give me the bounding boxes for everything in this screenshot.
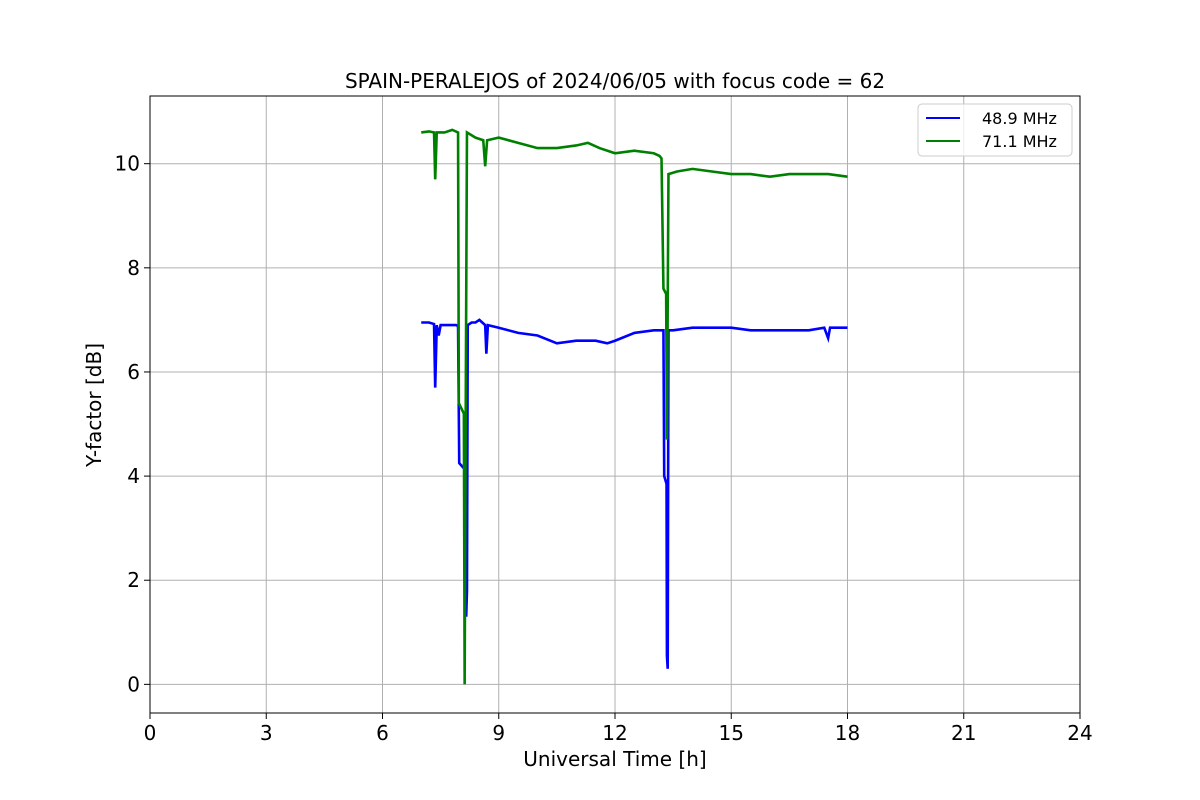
x-tick-label: 3 (260, 721, 273, 745)
x-tick-label: 12 (602, 721, 627, 745)
legend-label-48-9: 48.9 MHz (982, 109, 1057, 128)
x-tick-label: 24 (1067, 721, 1092, 745)
x-axis-label: Universal Time [h] (523, 747, 706, 771)
y-tick-label: 6 (127, 360, 140, 384)
plot-area (421, 128, 848, 685)
series-line-71-1-mhz (421, 128, 848, 685)
legend-label-71-1: 71.1 MHz (982, 132, 1057, 151)
y-tick-label: 8 (127, 256, 140, 280)
y-axis: 0 2 4 6 8 10 (115, 152, 150, 696)
chart-title: SPAIN-PERALEJOS of 2024/06/05 with focus… (345, 69, 885, 93)
x-tick-label: 9 (492, 721, 505, 745)
legend: 48.9 MHz 71.1 MHz (917, 103, 1073, 157)
x-tick-label: 18 (835, 721, 860, 745)
x-axis: 0 3 6 9 12 15 18 21 24 (144, 713, 1093, 745)
y-tick-label: 0 (127, 672, 140, 696)
x-tick-label: 15 (719, 721, 744, 745)
series-layer (421, 128, 848, 685)
y-tick-label: 10 (115, 152, 140, 176)
y-tick-label: 4 (127, 464, 140, 488)
y-tick-label: 2 (127, 568, 140, 592)
x-tick-label: 0 (144, 721, 157, 745)
y-axis-label: Y-factor [dB] (82, 343, 106, 468)
series-line-48-9-mhz (421, 318, 848, 669)
x-tick-label: 6 (376, 721, 389, 745)
x-tick-label: 21 (951, 721, 976, 745)
